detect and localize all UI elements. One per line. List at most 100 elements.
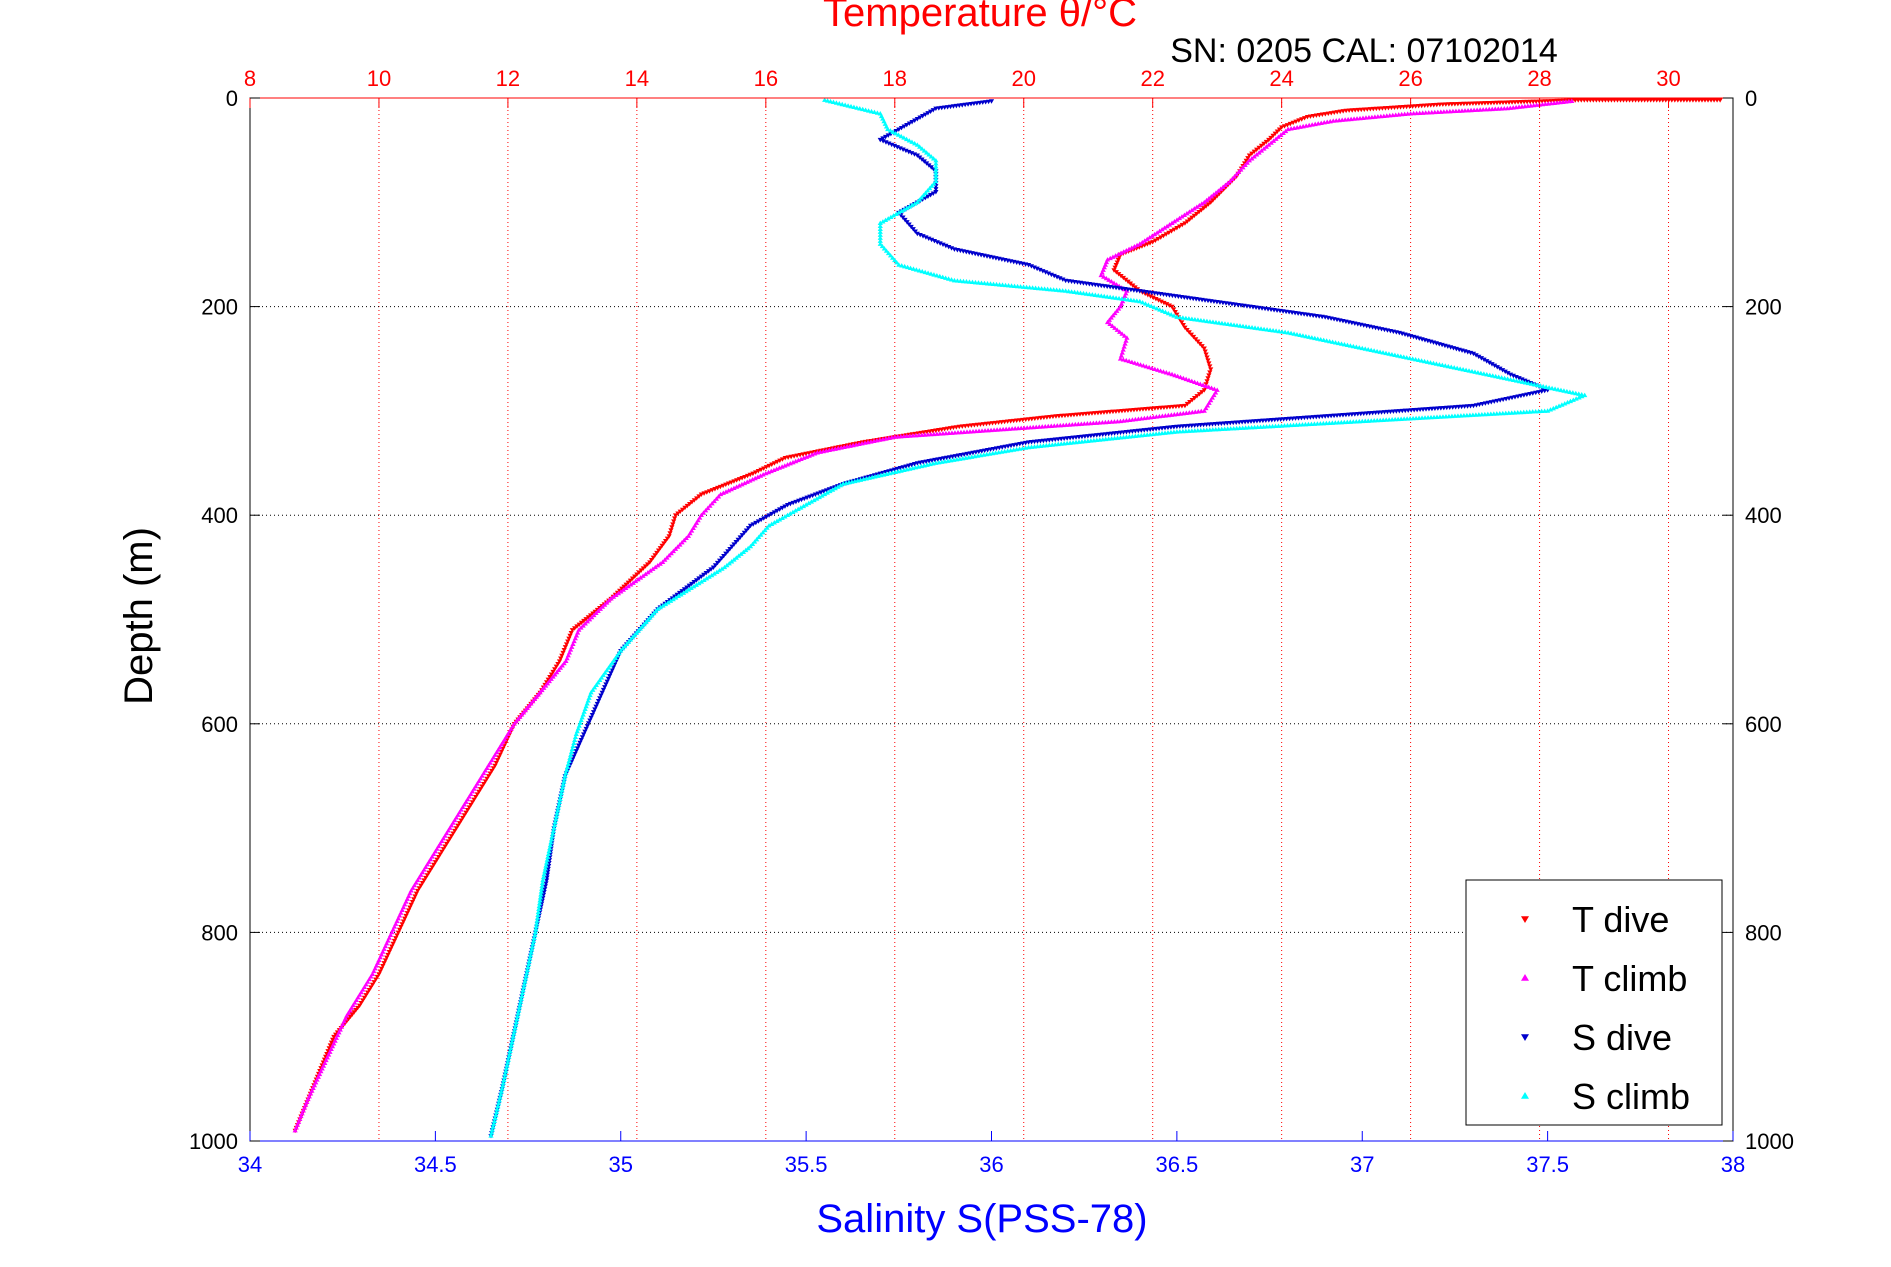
data-point-t-dive [672, 513, 679, 518]
data-point-t-climb [1300, 123, 1306, 129]
data-point-s-climb [1392, 352, 1398, 358]
data-point-s-climb [886, 470, 893, 476]
data-point-s-climb [930, 461, 936, 466]
right-axis-tick-label: 600 [1745, 712, 1782, 737]
data-point-t-dive [553, 664, 559, 670]
data-point-t-climb [1169, 371, 1175, 377]
data-point-t-climb [1137, 241, 1143, 246]
data-point-s-climb [570, 743, 576, 748]
data-point-s-climb [881, 246, 887, 251]
data-point-s-climb [939, 459, 945, 464]
data-point-t-climb [672, 546, 679, 551]
data-point-s-climb [1255, 325, 1261, 331]
data-point-t-climb [652, 564, 658, 570]
data-point-s-climb [1401, 354, 1407, 359]
data-point-s-dive [906, 121, 913, 126]
data-point-s-climb [1338, 341, 1345, 346]
data-point-t-dive [1153, 296, 1159, 302]
data-point-t-dive [1168, 229, 1175, 234]
data-point-t-dive [465, 808, 471, 813]
data-point-t-climb [591, 612, 597, 618]
data-point-s-dive [679, 589, 685, 594]
data-point-s-dive [698, 574, 704, 580]
data-point-s-climb [731, 557, 737, 562]
data-point-s-climb [896, 262, 902, 267]
data-point-s-climb [1234, 322, 1240, 328]
data-point-s-climb [1151, 304, 1157, 310]
data-point-t-climb [859, 440, 865, 446]
data-point-t-climb [1114, 327, 1120, 332]
data-point-t-dive [777, 458, 783, 464]
data-point-s-dive [712, 563, 719, 568]
data-point-s-climb [1285, 330, 1291, 335]
data-point-s-dive [1484, 359, 1490, 364]
data-point-s-dive [1057, 276, 1063, 281]
data-point-s-dive [696, 576, 702, 581]
data-point-s-climb [556, 802, 562, 807]
data-point-s-dive [603, 682, 609, 687]
data-point-t-dive [426, 870, 432, 876]
data-point-t-climb [1324, 119, 1330, 124]
data-point-s-climb [1362, 346, 1368, 351]
data-point-t-climb [1124, 335, 1130, 340]
data-point-t-dive [382, 958, 389, 963]
data-point-s-dive [1048, 272, 1054, 278]
data-point-s-climb [564, 764, 571, 769]
data-point-s-climb [1463, 367, 1469, 373]
data-point-t-climb [1108, 278, 1115, 284]
data-point-t-dive [496, 755, 502, 760]
data-point-s-climb [1246, 324, 1252, 329]
data-point-s-climb [857, 477, 864, 482]
data-point-s-climb [1327, 338, 1333, 344]
data-point-s-climb [877, 238, 883, 243]
data-point-t-climb [668, 550, 674, 556]
data-point-s-climb [1222, 321, 1228, 326]
data-point-s-dive [605, 676, 611, 682]
data-point-s-dive [578, 737, 584, 743]
data-point-t-climb [1172, 372, 1178, 378]
data-point-s-dive [747, 523, 754, 529]
data-point-t-dive [548, 672, 555, 677]
data-point-s-dive [572, 751, 578, 757]
data-point-s-dive [706, 569, 712, 574]
data-point-s-climb [1019, 445, 1026, 451]
data-point-s-climb [527, 952, 534, 958]
data-point-s-climb [544, 860, 550, 865]
data-point-s-climb [969, 454, 975, 459]
data-point-t-dive [1193, 337, 1199, 342]
data-point-s-dive [592, 707, 598, 712]
data-point-s-climb [863, 476, 869, 481]
data-point-s-climb [933, 172, 939, 178]
data-point-s-dive [909, 151, 915, 156]
data-point-t-climb [1280, 130, 1286, 136]
data-point-s-dive [1045, 271, 1052, 276]
data-point-t-climb [662, 557, 668, 562]
data-point-s-climb [857, 106, 863, 111]
data-point-s-climb [573, 731, 579, 737]
data-point-s-climb [496, 1097, 502, 1103]
data-point-t-climb [1134, 242, 1140, 248]
data-point-s-climb [924, 150, 930, 155]
data-point-t-climb [623, 585, 629, 591]
data-point-s-dive [912, 229, 918, 234]
data-point-t-climb [1110, 254, 1116, 259]
data-point-t-dive [1116, 255, 1122, 260]
data-point-s-dive [771, 510, 777, 515]
data-point-t-dive [654, 550, 660, 556]
data-point-s-climb [1145, 302, 1151, 307]
data-point-s-climb [928, 154, 934, 159]
data-point-t-climb [1117, 329, 1123, 334]
data-point-s-climb [691, 584, 697, 589]
data-point-s-climb [1466, 368, 1472, 373]
data-point-s-climb [1389, 351, 1395, 357]
data-point-s-climb [922, 269, 928, 275]
data-point-t-dive [450, 831, 456, 836]
data-point-t-dive [411, 897, 417, 902]
data-point-t-dive [1114, 260, 1120, 265]
data-point-s-climb [912, 201, 918, 206]
data-point-t-dive [1161, 300, 1167, 306]
data-point-s-climb [877, 241, 883, 246]
data-point-s-climb [887, 128, 893, 133]
data-point-s-climb [1555, 387, 1561, 392]
